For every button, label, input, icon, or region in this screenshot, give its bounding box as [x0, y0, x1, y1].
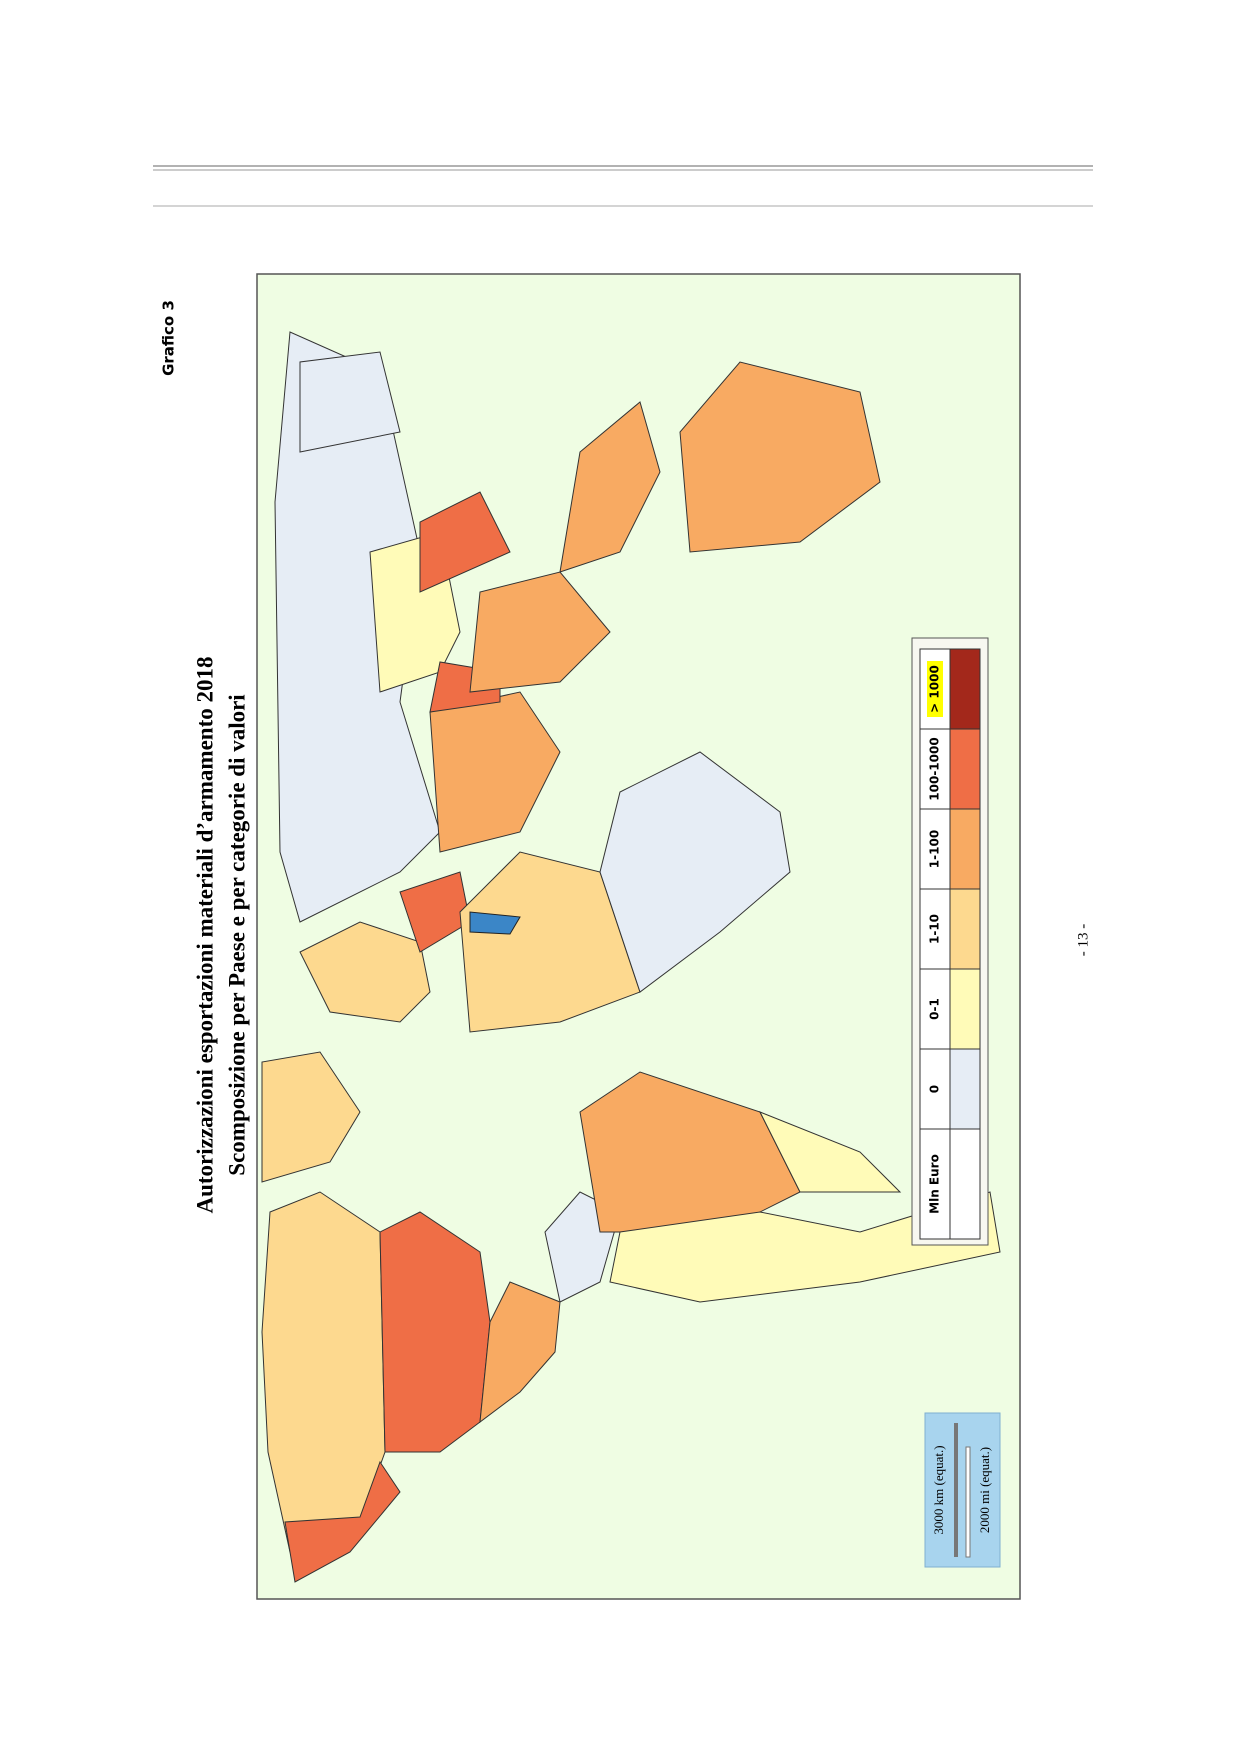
scale-bar: [965, 1446, 971, 1558]
scale-bar: [954, 1423, 958, 1557]
region: [284, 1460, 401, 1583]
legend-swatch: [949, 728, 981, 810]
region: [679, 361, 881, 553]
scale-box: [924, 1412, 1001, 1568]
region: [274, 331, 441, 923]
world-map: [261, 331, 1001, 1583]
scale-mi: 2000 mi (equat.): [977, 1447, 992, 1533]
landscape-content: Grafico 3 Autorizzazioni esportazioni ma…: [160, 273, 1091, 1600]
region: [419, 491, 511, 593]
figure-label: Grafico 3: [160, 300, 178, 376]
legend-title: Mln Euro: [928, 1154, 942, 1214]
legend-swatch: [949, 648, 981, 730]
region-home: [469, 911, 521, 935]
region: [758, 1111, 902, 1193]
region: [429, 691, 561, 853]
legend-label: 0: [928, 1085, 942, 1093]
region: [261, 1051, 361, 1183]
legend-label: 100-1000: [928, 737, 942, 800]
legend: Mln Euro 0 0-1 1-10 1-100 100-1000 > 1000: [919, 648, 981, 1240]
region: [379, 1211, 491, 1453]
region: [609, 1191, 1001, 1303]
region: [469, 571, 611, 693]
legend-label: 1-10: [928, 914, 942, 944]
page-number: - 13 -: [1075, 924, 1091, 957]
region: [299, 351, 401, 453]
legend-label: 0-1: [928, 998, 942, 1020]
legend-highlight: [927, 661, 943, 717]
map-subtitle: Scomposizione per Paese e per categorie …: [224, 694, 249, 1176]
legend-cell: [949, 1128, 981, 1240]
legend-swatch: [949, 968, 981, 1050]
legend-label: > 1000: [928, 665, 942, 713]
scale-km: 3000 km (equat.): [931, 1445, 946, 1534]
region: [399, 871, 471, 953]
region: [559, 401, 661, 573]
legend-swatch: [949, 888, 981, 970]
legend-swatch: [949, 1048, 981, 1130]
map-title: Autorizzazioni esportazioni materiali d’…: [192, 657, 217, 1214]
region: [599, 751, 791, 993]
legend-label: 1-100: [928, 830, 942, 868]
legend-swatch: [949, 808, 981, 890]
